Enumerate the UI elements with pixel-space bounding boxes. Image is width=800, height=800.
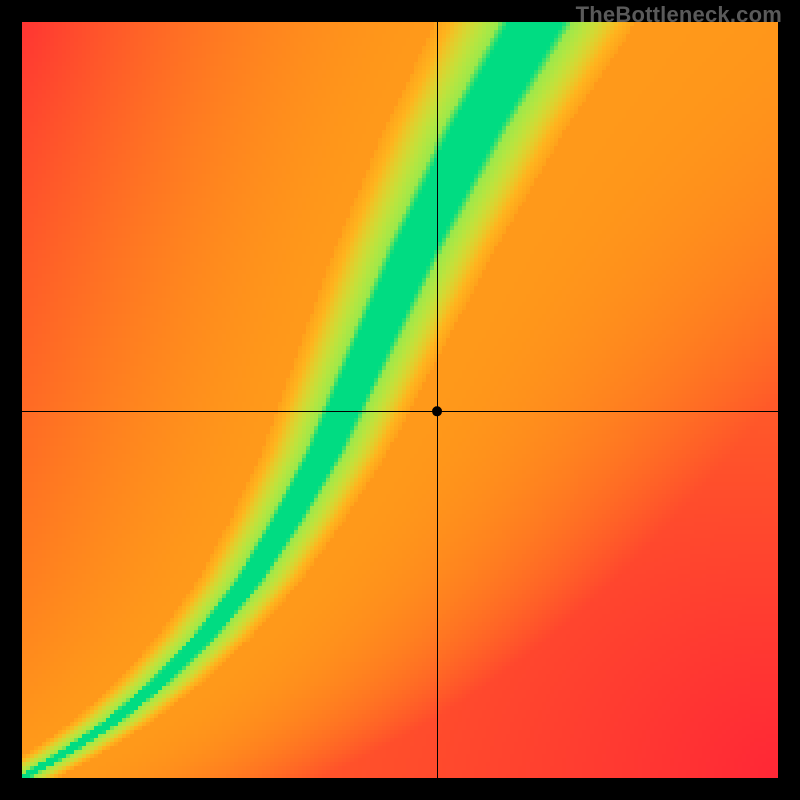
heatmap-canvas xyxy=(0,0,800,800)
watermark-text: TheBottleneck.com xyxy=(576,2,782,28)
chart-container: TheBottleneck.com xyxy=(0,0,800,800)
